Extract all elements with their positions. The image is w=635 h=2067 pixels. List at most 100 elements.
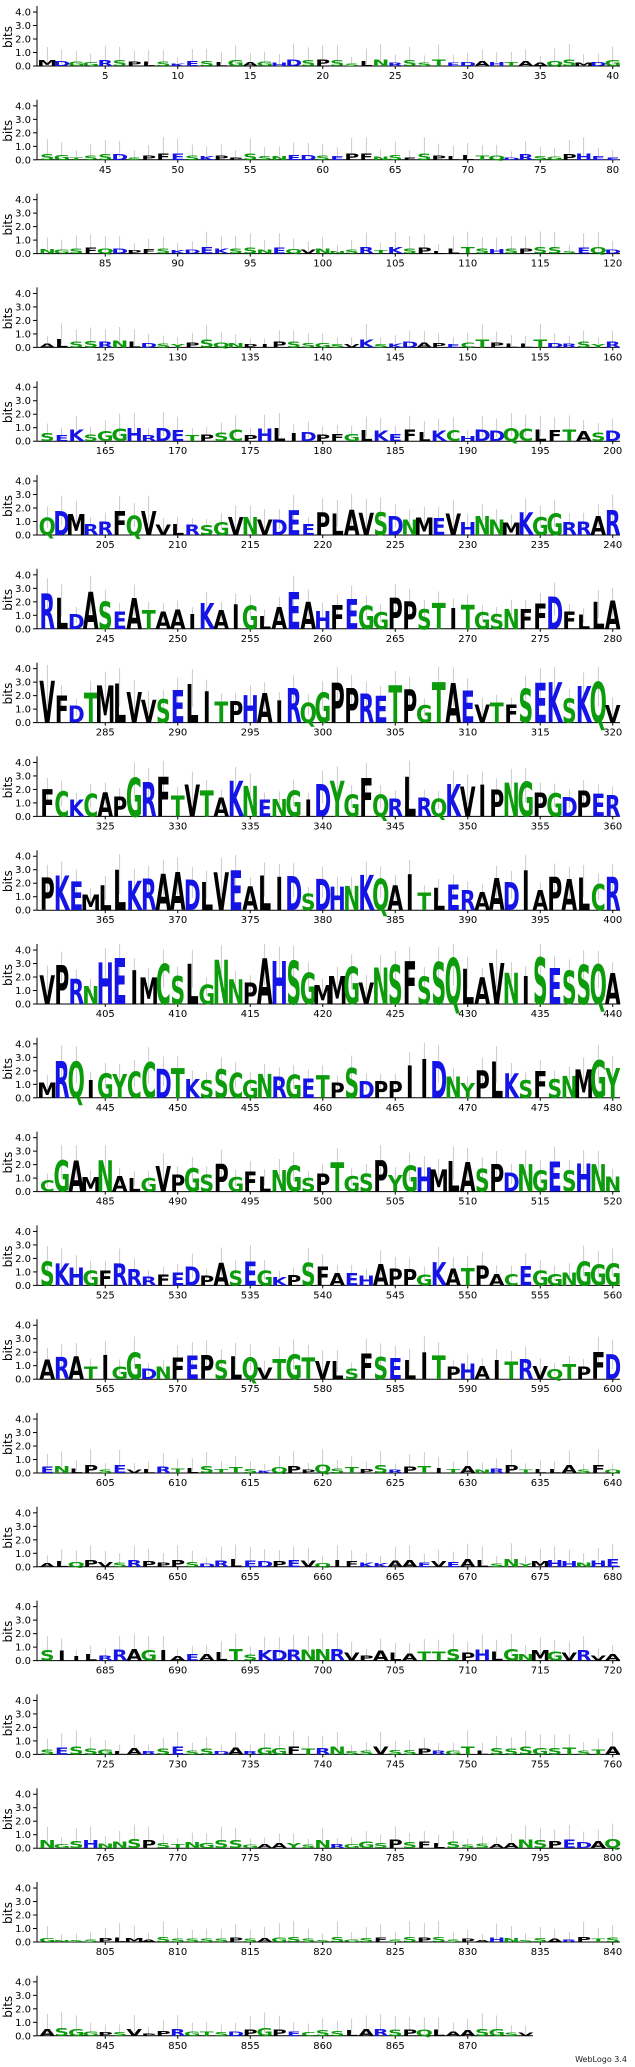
logo-letter: G <box>532 1165 549 1198</box>
logo-letter: A <box>68 1352 84 1388</box>
logo-letter: V <box>257 1365 273 1383</box>
logo-letter: V <box>257 514 273 540</box>
logo-letter: S <box>475 2026 490 2038</box>
logo-letter: D <box>198 1563 215 1568</box>
logo-letter: G <box>68 60 85 67</box>
logo-letter: D <box>314 776 331 828</box>
y-tick-label: 4.0 <box>15 289 31 300</box>
y-tick-label: 1.0 <box>15 1549 31 1560</box>
logo-letter: D <box>155 424 172 446</box>
logo-letter: S <box>69 1744 84 1757</box>
logo-letter: S <box>518 1744 533 1757</box>
x-tick-label: 525 <box>96 1290 115 1301</box>
x-tick-label: 780 <box>313 1853 332 1864</box>
logo-letter: D <box>53 506 70 543</box>
y-axis-label: bits <box>1 1714 15 1736</box>
logo-letter: S <box>373 1352 388 1387</box>
logo-letter: N <box>300 1648 317 1665</box>
logo-letter: H <box>561 1560 578 1569</box>
logo-letter: P <box>446 1365 461 1384</box>
logo-letter: H <box>488 61 505 67</box>
logo-letter: F <box>113 506 127 543</box>
x-tick-label: 440 <box>603 1009 622 1020</box>
logo-letter: F <box>98 1266 112 1290</box>
logo-letter: N <box>39 1838 56 1851</box>
logo-letter: S <box>214 1357 229 1386</box>
logo-letter: H <box>271 951 288 1019</box>
logo-letter: F <box>171 1353 185 1387</box>
x-tick-label: 105 <box>386 259 405 270</box>
logo-letter: S <box>199 523 214 539</box>
logo-letter: P <box>272 340 287 349</box>
x-tick-label: 335 <box>241 821 260 832</box>
logo-letter: E <box>446 343 460 348</box>
x-tick-label: 90 <box>171 259 184 270</box>
x-tick-label: 855 <box>241 2041 260 2052</box>
y-tick-label: 4.0 <box>15 1696 31 1707</box>
logo-letter: Q <box>314 1463 331 1476</box>
logo-letter: S <box>199 338 214 350</box>
x-tick-label: 490 <box>168 1197 187 1208</box>
x-tick-label: 240 <box>603 540 622 551</box>
x-tick-label: 375 <box>241 915 260 926</box>
logo-letter: G <box>184 1163 201 1200</box>
x-tick-label: 185 <box>386 446 405 457</box>
logo-letter: Y <box>517 1563 534 1568</box>
logo-letter: S <box>286 340 301 349</box>
logo-letter: F <box>40 783 54 827</box>
logo-letter: A <box>561 871 577 921</box>
y-tick-label: 0.0 <box>15 1000 31 1011</box>
logo-letter: A <box>489 1843 505 1850</box>
x-tick-label: 350 <box>458 821 477 832</box>
x-tick-label: 190 <box>458 446 477 457</box>
y-tick-label: 2.0 <box>15 597 31 608</box>
logo-letter: M <box>95 677 115 736</box>
logo-letter: P <box>562 152 577 162</box>
logo-letter: S <box>69 340 84 350</box>
x-tick-label: 150 <box>458 352 477 363</box>
x-tick-label: 480 <box>603 1103 622 1114</box>
logo-letter: V <box>590 1654 606 1662</box>
logo-letter: P <box>214 154 229 161</box>
x-tick-label: 750 <box>458 1759 477 1770</box>
logo-letter: L <box>186 1467 199 1475</box>
logo-letter: R <box>141 434 157 443</box>
y-tick-label: 1.0 <box>15 1736 31 1747</box>
logo-letter: A <box>387 879 403 919</box>
logo-letter: T <box>214 1468 229 1474</box>
x-tick-label: 355 <box>531 821 550 832</box>
logo-letter: Y <box>605 1060 621 1108</box>
x-tick-label: 720 <box>603 1666 622 1677</box>
logo-letter: P <box>533 787 548 824</box>
logo-letter: S <box>388 1939 403 1943</box>
logo-letter: A <box>605 964 621 1014</box>
logo-letter: L <box>215 1650 229 1663</box>
logo-letter: G <box>503 1647 520 1665</box>
x-tick-label: 110 <box>458 259 477 270</box>
logo-letter: L <box>432 1842 445 1850</box>
logo-letter: M <box>501 520 521 539</box>
logo-letter: P <box>402 1465 417 1475</box>
logo-letter: S <box>330 1936 345 1944</box>
y-axis-label: bits <box>1 1996 15 2018</box>
x-tick-label: 685 <box>96 1666 115 1677</box>
logo-letter: R <box>141 1750 157 1755</box>
logo-letter: L <box>171 521 184 539</box>
logo-letter: A <box>257 687 273 732</box>
logo-letter: G <box>53 153 70 161</box>
logo-letter: L <box>490 1052 503 1111</box>
logo-letter: P <box>243 344 258 349</box>
logo-letter: S <box>446 1939 461 1943</box>
logo-letter: S <box>301 341 316 349</box>
logo-letter: E <box>185 60 199 68</box>
logo-letter: S <box>286 950 301 1018</box>
logo-letter: L <box>215 61 229 68</box>
logo-letter: Q <box>314 1562 331 1568</box>
logo-letter: S <box>547 1746 562 1757</box>
logo-letter: G <box>227 58 244 68</box>
logo-letter: G <box>111 1365 128 1384</box>
logo-letter: N <box>329 1745 346 1757</box>
y-tick-label: 1.0 <box>15 1455 31 1466</box>
